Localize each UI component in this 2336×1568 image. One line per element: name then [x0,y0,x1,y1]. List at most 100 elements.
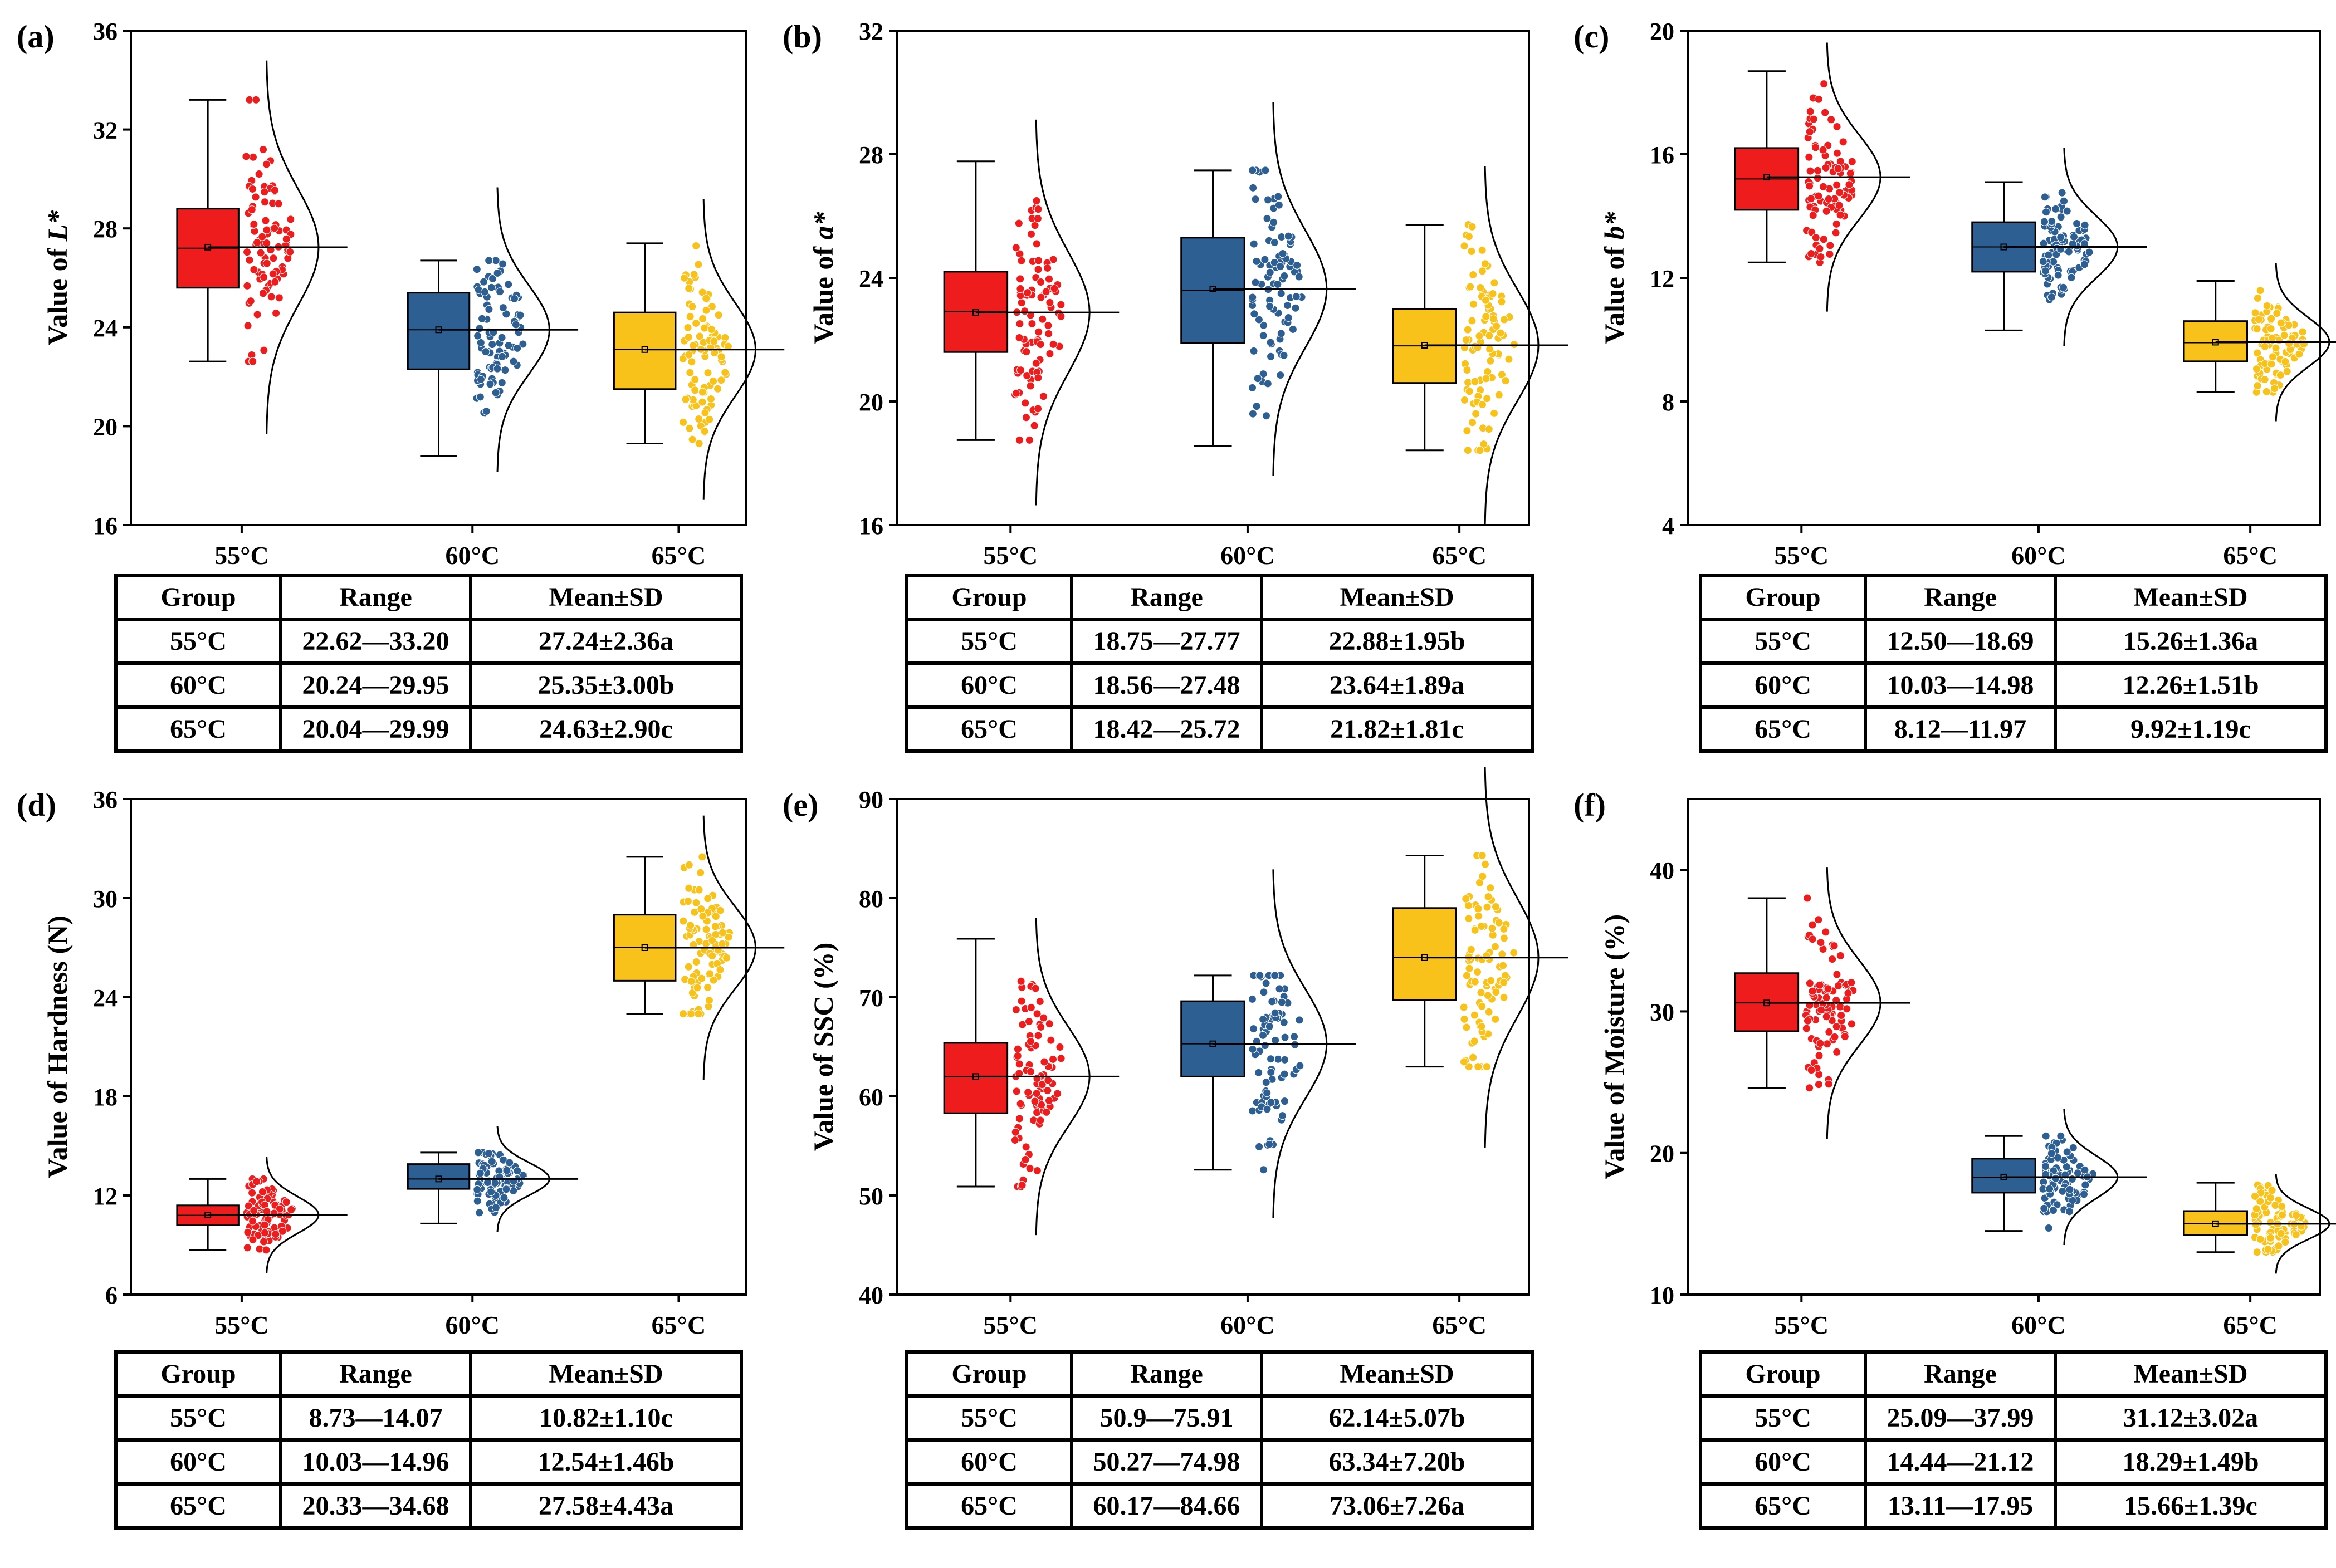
data-point [1044,275,1053,283]
data-point [2045,1184,2054,1193]
data-point [1825,1027,1834,1036]
data-point [686,312,695,321]
data-point [709,376,718,385]
data-point [685,884,693,893]
data-point [698,852,707,861]
data-point [1050,284,1059,293]
data-point [490,1179,499,1188]
data-point [2052,250,2061,259]
data-point [1045,1096,1054,1105]
table-header-row: Group Range Mean±SD [114,1350,743,1398]
series-60 [1180,869,1356,1218]
data-point [1014,219,1023,228]
data-point [1462,971,1471,980]
data-point [714,311,723,320]
data-point [1270,238,1279,247]
data-point [1265,302,1274,311]
table-header-cell: Group [1699,1350,1867,1398]
x-tick-label: 55°C [214,1311,269,1339]
data-point [693,983,702,992]
data-point [1482,1062,1491,1071]
data-point [1025,435,1034,444]
data-point [497,333,506,342]
data-point [1284,232,1293,241]
data-point [1816,253,1825,262]
data-point [1814,192,1823,200]
data-point [716,906,725,915]
data-point [258,289,267,298]
panel-label: (e) [783,787,818,823]
data-point [1248,409,1257,418]
data-point [260,188,269,197]
data-point [2251,1192,2260,1200]
data-point [1478,400,1487,409]
data-point [1467,247,1476,256]
data-point [1280,272,1289,281]
data-point [1268,997,1277,1006]
data-point [1263,379,1272,388]
data-point [1011,1128,1020,1136]
data-point [695,885,703,894]
data-point [1475,446,1484,455]
data-point [1816,938,1825,947]
data-point [1270,1008,1279,1017]
data-point [687,1010,696,1018]
data-point [1806,107,1815,116]
y-tick-label: 90 [859,786,883,814]
data-point [1832,970,1841,979]
table-header-cell: Mean±SD [2054,1350,2328,1398]
data-point [1824,195,1833,204]
data-point [1265,268,1274,277]
data-point [703,894,712,903]
data-point [473,1197,482,1206]
data-point [259,1237,268,1246]
data-point [681,395,690,404]
data-point [2252,325,2261,334]
data-point [1803,1016,1812,1025]
data-point [1027,229,1035,238]
data-point [1283,301,1292,310]
data-point [519,340,527,349]
data-point [705,996,713,1005]
data-point [2280,331,2289,340]
data-point [1832,1047,1841,1056]
data-point [250,220,258,229]
data-point [1490,409,1499,418]
data-point [1280,1097,1289,1106]
table-cell: 60°C [905,1438,1073,1486]
data-point [1831,228,1840,237]
data-point [1832,219,1841,228]
data-point [261,1228,270,1237]
y-tick-label: 40 [1650,857,1674,884]
data-point [1249,1025,1258,1033]
data-point [703,983,712,992]
table-cell: 55°C [1699,1394,1867,1442]
data-point [1249,239,1258,248]
table-cell: 24.63±2.90c [469,705,743,753]
data-point [500,1193,509,1202]
y-tick-label: 16 [93,512,118,540]
data-point [1016,977,1025,986]
series-55 [943,918,1120,1236]
table-cell: 21.82±1.81c [1260,705,1534,753]
data-point [1835,188,1844,197]
table-row: 65°C 20.04—29.99 24.63±2.90c [114,705,743,753]
data-point [1254,315,1263,324]
data-point [2298,327,2307,336]
data-point [1248,166,1257,175]
box [943,1042,1009,1114]
data-point [1501,376,1510,385]
data-point [1819,182,1827,191]
data-point [499,259,507,268]
data-point [2073,1169,2082,1178]
data-point [1474,1062,1483,1071]
series-55 [1734,42,1910,312]
table-cell: 8.73—14.07 [279,1394,472,1442]
table-cell: 10.82±1.10c [469,1394,743,1442]
data-point [1499,993,1508,1002]
table-row: 60°C 10.03—14.98 12.26±1.51b [1699,661,2328,709]
table-header-row: Group Range Mean±SD [905,574,1534,621]
table-row: 60°C 50.27—74.98 63.34±7.20b [905,1438,1534,1486]
data-point [258,1188,267,1197]
data-point [1034,256,1043,265]
